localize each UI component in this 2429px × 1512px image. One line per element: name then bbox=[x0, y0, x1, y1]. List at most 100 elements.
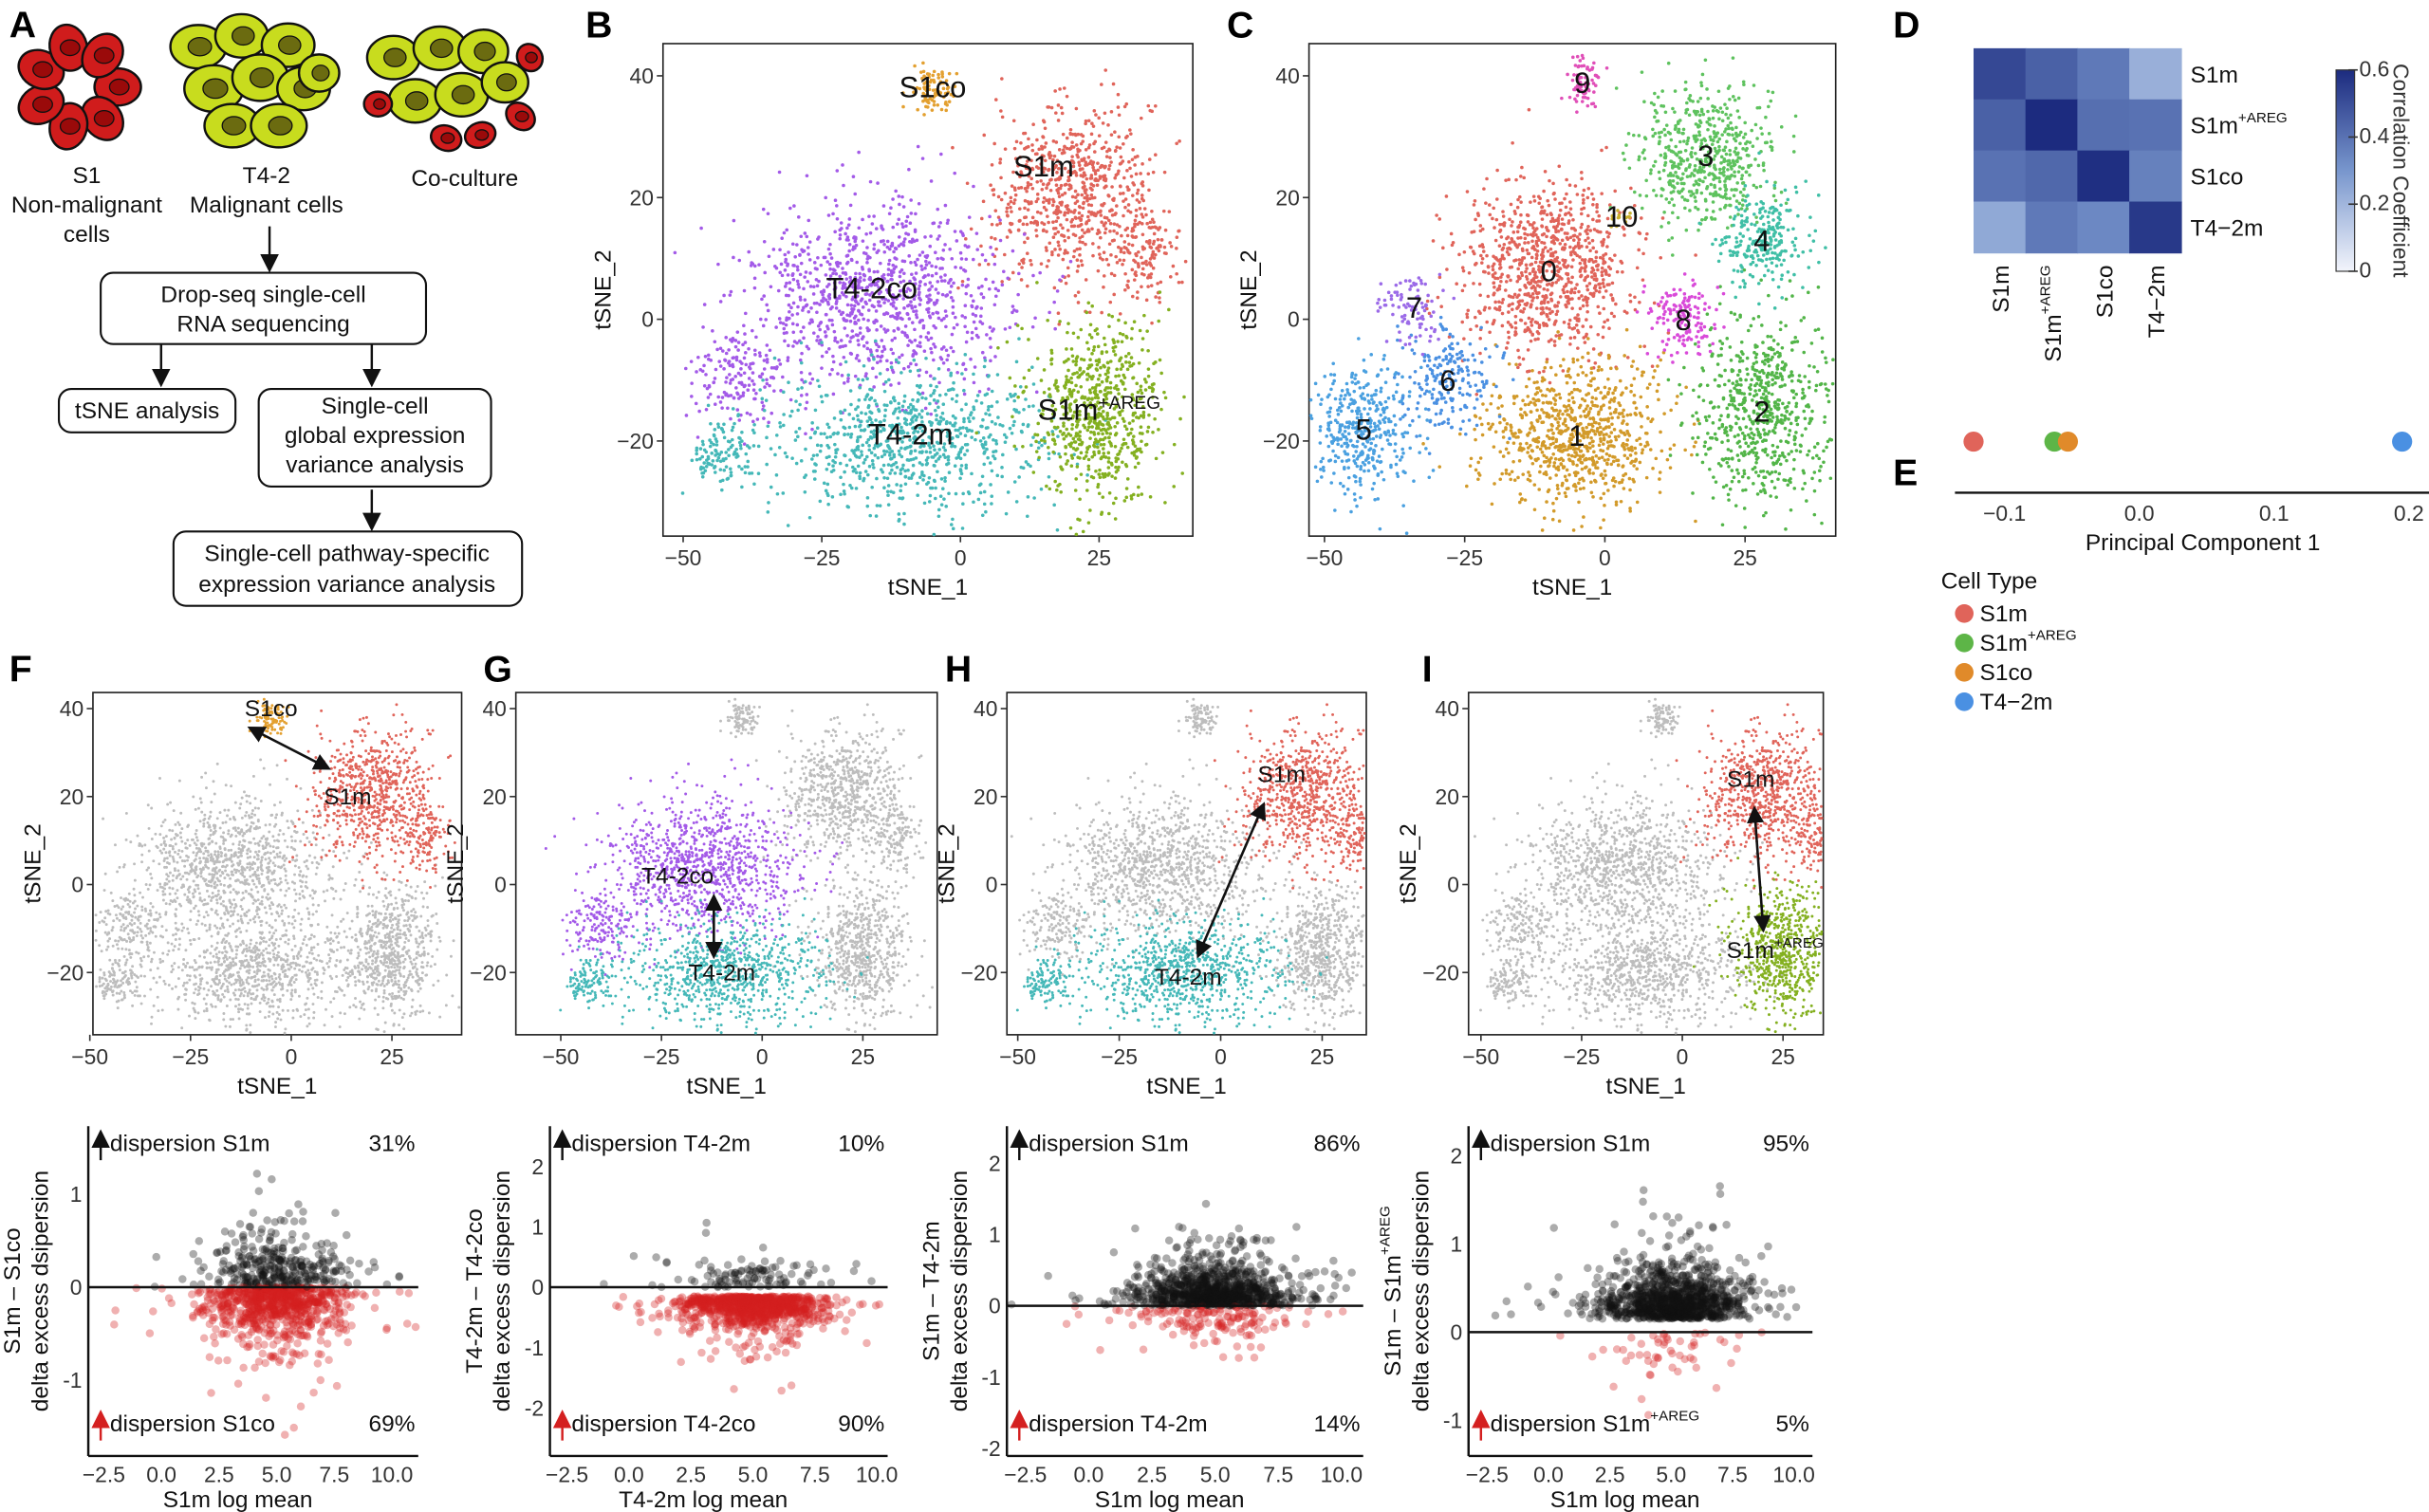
cell-point bbox=[1019, 141, 1023, 145]
cell-point bbox=[1122, 192, 1125, 195]
cell-point bbox=[934, 265, 938, 269]
cell-point bbox=[791, 263, 795, 267]
cell-point bbox=[799, 329, 804, 334]
cell-point bbox=[993, 355, 997, 359]
cell-point bbox=[1594, 264, 1599, 268]
cell-point bbox=[1061, 257, 1066, 262]
cell-point bbox=[847, 242, 852, 247]
cell-point bbox=[762, 239, 767, 244]
cell-point bbox=[876, 181, 880, 185]
cell-point bbox=[1134, 273, 1139, 278]
cell-point bbox=[1598, 311, 1602, 316]
cell-point bbox=[1585, 296, 1590, 301]
cell-point bbox=[803, 231, 807, 235]
cell-point bbox=[857, 308, 861, 313]
cell-point bbox=[914, 362, 918, 367]
cell-point bbox=[804, 473, 808, 477]
cell-point bbox=[769, 376, 773, 379]
cell-point bbox=[915, 383, 919, 388]
cell-point bbox=[889, 347, 894, 352]
cell-point bbox=[1590, 192, 1594, 196]
cell-point bbox=[946, 353, 951, 358]
cell-point bbox=[1024, 385, 1029, 389]
cell-point bbox=[990, 419, 994, 424]
cell-point bbox=[1077, 160, 1081, 164]
cell-point bbox=[918, 413, 921, 416]
cell-point bbox=[1086, 347, 1091, 351]
cell-point bbox=[1029, 263, 1033, 267]
cell-point bbox=[797, 286, 801, 289]
cell-point bbox=[856, 435, 861, 439]
cell-point bbox=[904, 224, 908, 229]
cell-point bbox=[1098, 175, 1103, 178]
cell-point bbox=[848, 483, 852, 488]
cell-point bbox=[922, 113, 926, 117]
cell-point bbox=[917, 201, 921, 206]
cell-point bbox=[1612, 314, 1617, 319]
cell-point bbox=[796, 434, 800, 439]
cell-point bbox=[1097, 134, 1102, 138]
nucleus-icon bbox=[187, 36, 213, 57]
cell-point bbox=[1567, 183, 1572, 187]
cell-point bbox=[1012, 398, 1017, 403]
cell-point bbox=[918, 253, 922, 257]
cell-point bbox=[842, 183, 845, 188]
cell-point bbox=[1030, 187, 1035, 191]
cell-point bbox=[1118, 359, 1122, 363]
cell-point bbox=[1044, 246, 1048, 249]
cell-point bbox=[820, 399, 825, 404]
cell-point bbox=[1540, 217, 1545, 221]
cell-point bbox=[936, 311, 940, 315]
cell-point bbox=[858, 326, 862, 330]
cell-point bbox=[1133, 218, 1138, 223]
cell-point bbox=[934, 486, 937, 490]
cell-point bbox=[1159, 371, 1163, 376]
cell-point bbox=[1140, 181, 1144, 186]
cell-point bbox=[1551, 233, 1555, 238]
cell-point bbox=[846, 223, 851, 227]
cell-point bbox=[1560, 201, 1564, 205]
cell-point bbox=[850, 329, 855, 333]
cell-point bbox=[1047, 445, 1050, 450]
cell-point bbox=[917, 292, 921, 297]
cell-point bbox=[1150, 210, 1154, 213]
cell-point bbox=[1622, 415, 1625, 418]
cell-point bbox=[1584, 265, 1588, 269]
dropseq-text-2: RNA sequencing bbox=[176, 312, 349, 338]
cell-point bbox=[1017, 207, 1022, 211]
cell-point bbox=[1035, 138, 1039, 142]
cell-point bbox=[1103, 342, 1107, 347]
cell-point bbox=[831, 392, 836, 396]
cell-point bbox=[854, 470, 859, 475]
cell-point bbox=[1114, 374, 1118, 378]
cell-point bbox=[1585, 304, 1589, 307]
cell-point bbox=[1610, 281, 1615, 286]
cell-point bbox=[1076, 336, 1081, 340]
cell-point bbox=[804, 447, 807, 452]
cell-point bbox=[1518, 362, 1522, 367]
cell-point bbox=[765, 358, 769, 361]
cell-point bbox=[740, 485, 744, 489]
cell-point bbox=[886, 493, 890, 498]
cell-point bbox=[1579, 460, 1584, 465]
cell-point bbox=[1640, 451, 1644, 455]
cell-point bbox=[1089, 193, 1094, 197]
cell-point bbox=[879, 359, 882, 363]
cell-point bbox=[1045, 265, 1049, 268]
cell-point bbox=[1164, 251, 1168, 255]
cell-point bbox=[1054, 183, 1059, 187]
cell-point bbox=[1140, 337, 1145, 341]
cell-point bbox=[1108, 360, 1113, 363]
cell-point bbox=[827, 262, 832, 267]
cell-point bbox=[1116, 340, 1120, 343]
cell-point bbox=[855, 353, 860, 358]
nucleus-icon bbox=[373, 98, 386, 110]
cell-point bbox=[882, 249, 887, 254]
cell-point bbox=[788, 397, 793, 402]
cell-point bbox=[1036, 446, 1041, 451]
cell-point bbox=[1140, 271, 1144, 276]
cell-point bbox=[835, 204, 839, 208]
cell-point bbox=[787, 380, 790, 384]
cell-point bbox=[716, 425, 721, 430]
cell-point bbox=[1074, 383, 1078, 388]
